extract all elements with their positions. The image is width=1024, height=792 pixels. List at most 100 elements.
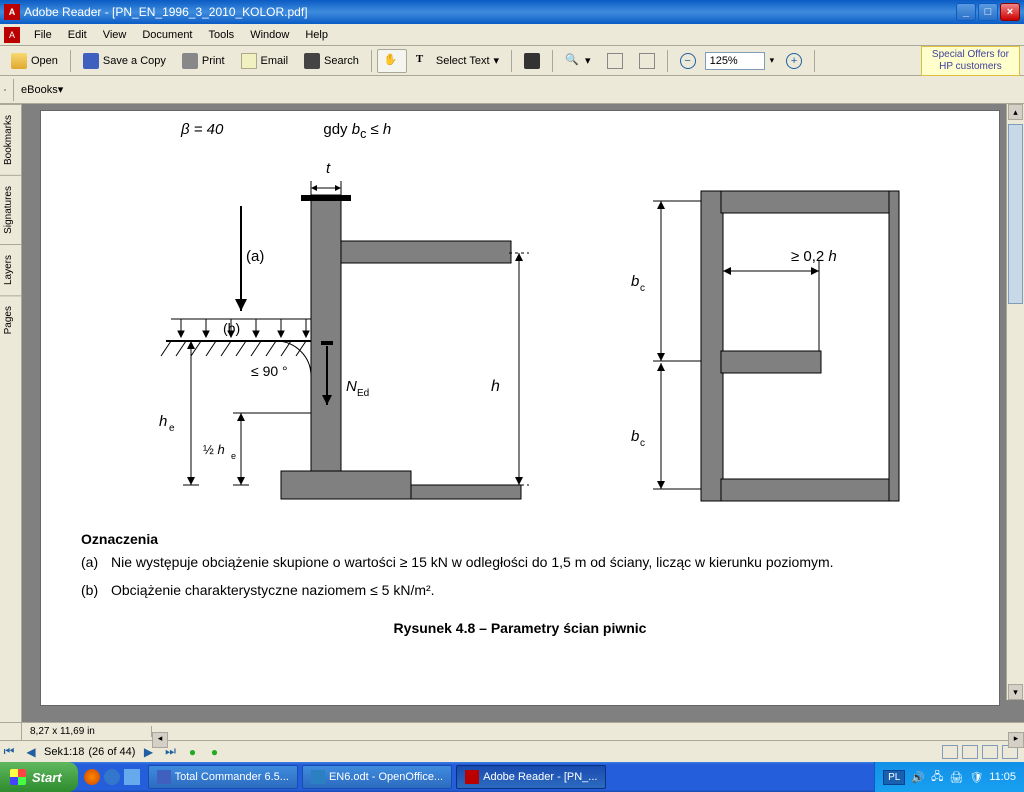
save-copy-button[interactable]: Save a Copy — [76, 49, 173, 73]
zoom-input[interactable] — [705, 52, 765, 70]
first-page-button[interactable]: ⏮ — [0, 744, 18, 760]
page-fit-icon — [607, 53, 623, 69]
tray-icon[interactable]: 🛡 — [969, 771, 983, 784]
ebooks-button[interactable]: eBooks▾ — [21, 83, 63, 96]
hscroll-right-arrow[interactable]: ▸ — [1008, 732, 1024, 748]
back-view-button[interactable]: ● — [183, 744, 201, 760]
camera-icon — [524, 53, 540, 69]
continuous-button[interactable] — [962, 745, 978, 759]
svg-text:h: h — [159, 413, 167, 430]
start-button[interactable]: Start — [0, 762, 78, 792]
main-toolbar: Open Save a Copy Print Email Search ✋ TS… — [0, 46, 1024, 76]
tab-pages[interactable]: Pages — [0, 295, 21, 344]
menu-tools[interactable]: Tools — [201, 27, 243, 43]
task-total-commander[interactable]: Total Commander 6.5... — [148, 765, 298, 789]
svg-text:h: h — [491, 378, 500, 395]
nav-pane-toggle[interactable] — [4, 89, 6, 91]
plus-circle-icon: + — [786, 53, 802, 69]
document-icon — [311, 770, 325, 784]
tray-icon[interactable]: 🔊 — [911, 771, 925, 784]
menu-window[interactable]: Window — [242, 27, 297, 43]
facing-button[interactable] — [982, 745, 998, 759]
close-button[interactable]: × — [1000, 3, 1020, 21]
scroll-up-arrow[interactable]: ▴ — [1008, 104, 1023, 120]
maximize-button[interactable]: □ — [978, 3, 998, 21]
svg-text:Ed: Ed — [357, 388, 369, 399]
layout-mode-buttons — [942, 745, 1018, 759]
menu-edit[interactable]: Edit — [60, 27, 95, 43]
tab-bookmarks[interactable]: Bookmarks — [0, 104, 21, 175]
firefox-icon[interactable] — [84, 769, 100, 785]
scroll-down-arrow[interactable]: ▾ — [1008, 684, 1023, 700]
hscroll-left-arrow[interactable]: ◂ — [152, 732, 168, 748]
fit-page-button[interactable] — [600, 49, 630, 73]
envelope-icon — [241, 53, 257, 69]
nav-tabs: Bookmarks Signatures Layers Pages — [0, 104, 22, 722]
menu-document[interactable]: Document — [134, 27, 200, 43]
system-tray: PL 🔊 🖧 🖨 🛡 11:05 — [874, 762, 1024, 792]
svg-text:½ h: ½ h — [203, 442, 225, 457]
clock[interactable]: 11:05 — [989, 771, 1016, 783]
menu-help[interactable]: Help — [297, 27, 336, 43]
zoom-in-tool-button[interactable]: 🔍▾ — [558, 49, 598, 73]
page-width-icon — [639, 53, 655, 69]
prev-page-button[interactable]: ◀ — [22, 744, 40, 760]
task-openoffice[interactable]: EN6.odt - OpenOffice... — [302, 765, 452, 789]
svg-text:e: e — [169, 423, 175, 434]
hand-icon: ✋ — [384, 53, 400, 69]
language-indicator[interactable]: PL — [883, 770, 905, 785]
right-diagram: bc bc ≥ 0,2 h — [591, 151, 911, 511]
beta-formula: β = 40 — [181, 121, 223, 141]
tray-icon[interactable]: 🖧 — [931, 768, 943, 787]
tab-signatures[interactable]: Signatures — [0, 175, 21, 244]
forward-view-button[interactable]: ● — [205, 744, 223, 760]
chevron-down-icon: ▾ — [494, 54, 500, 67]
text-select-button[interactable]: TSelect Text▾ — [409, 49, 506, 73]
open-button[interactable]: Open — [4, 49, 65, 73]
svg-text:≤ 90 °: ≤ 90 ° — [251, 363, 288, 379]
tray-icon[interactable]: 🖨 — [949, 771, 963, 784]
offer-line1: Special Offers for — [932, 49, 1009, 61]
legend-key-b: (b) — [81, 581, 111, 601]
email-button[interactable]: Email — [234, 49, 296, 73]
task3-label: Adobe Reader - [PN_... — [483, 771, 597, 783]
menu-view[interactable]: View — [95, 27, 135, 43]
page-viewport: β = 40 gdy bc ≤ h t — [22, 104, 1024, 722]
svg-text:(b): (b) — [223, 320, 240, 336]
minimize-button[interactable]: _ — [956, 3, 976, 21]
secondary-toolbar: eBooks▾ — [0, 76, 1024, 104]
chevron-down-icon[interactable]: ▾ — [767, 55, 778, 66]
show-desktop-icon[interactable] — [124, 769, 140, 785]
svg-text:t: t — [326, 160, 331, 177]
adobe-icon — [465, 770, 479, 784]
hand-tool-button[interactable]: ✋ — [377, 49, 407, 73]
legend-text-b: Obciążenie charakterystyczne naziomem ≤ … — [111, 581, 435, 601]
vertical-scrollbar[interactable]: ▴ ▾ — [1006, 104, 1024, 700]
task2-label: EN6.odt - OpenOffice... — [329, 771, 443, 783]
content-area: Bookmarks Signatures Layers Pages β = 40… — [0, 104, 1024, 722]
print-button[interactable]: Print — [175, 49, 232, 73]
legend-key-a: (a) — [81, 553, 111, 573]
zoom-in-button[interactable]: + — [779, 49, 809, 73]
fit-width-button[interactable] — [632, 49, 662, 73]
special-offer-banner[interactable]: Special Offers for HP customers — [921, 46, 1020, 76]
svg-text:b: b — [631, 273, 639, 290]
search-button[interactable]: Search — [297, 49, 366, 73]
tab-layers[interactable]: Layers — [0, 244, 21, 295]
menu-file[interactable]: File — [26, 27, 60, 43]
task1-label: Total Commander 6.5... — [175, 771, 289, 783]
task-adobe-reader[interactable]: Adobe Reader - [PN_... — [456, 765, 606, 789]
single-page-button[interactable] — [942, 745, 958, 759]
snapshot-button[interactable] — [517, 49, 547, 73]
scroll-thumb[interactable] — [1008, 124, 1023, 304]
ebooks-label: eBooks — [21, 84, 58, 96]
thunderbird-icon[interactable] — [104, 769, 120, 785]
svg-text:c: c — [640, 438, 645, 449]
zoom-out-button[interactable]: − — [673, 49, 703, 73]
offer-line2: HP customers — [932, 61, 1009, 73]
gdy-condition: gdy bc ≤ h — [323, 121, 391, 141]
adobe-icon: A — [4, 27, 20, 43]
folder-open-icon — [11, 53, 27, 69]
open-label: Open — [31, 55, 58, 67]
chevron-down-icon: ▾ — [585, 54, 591, 67]
